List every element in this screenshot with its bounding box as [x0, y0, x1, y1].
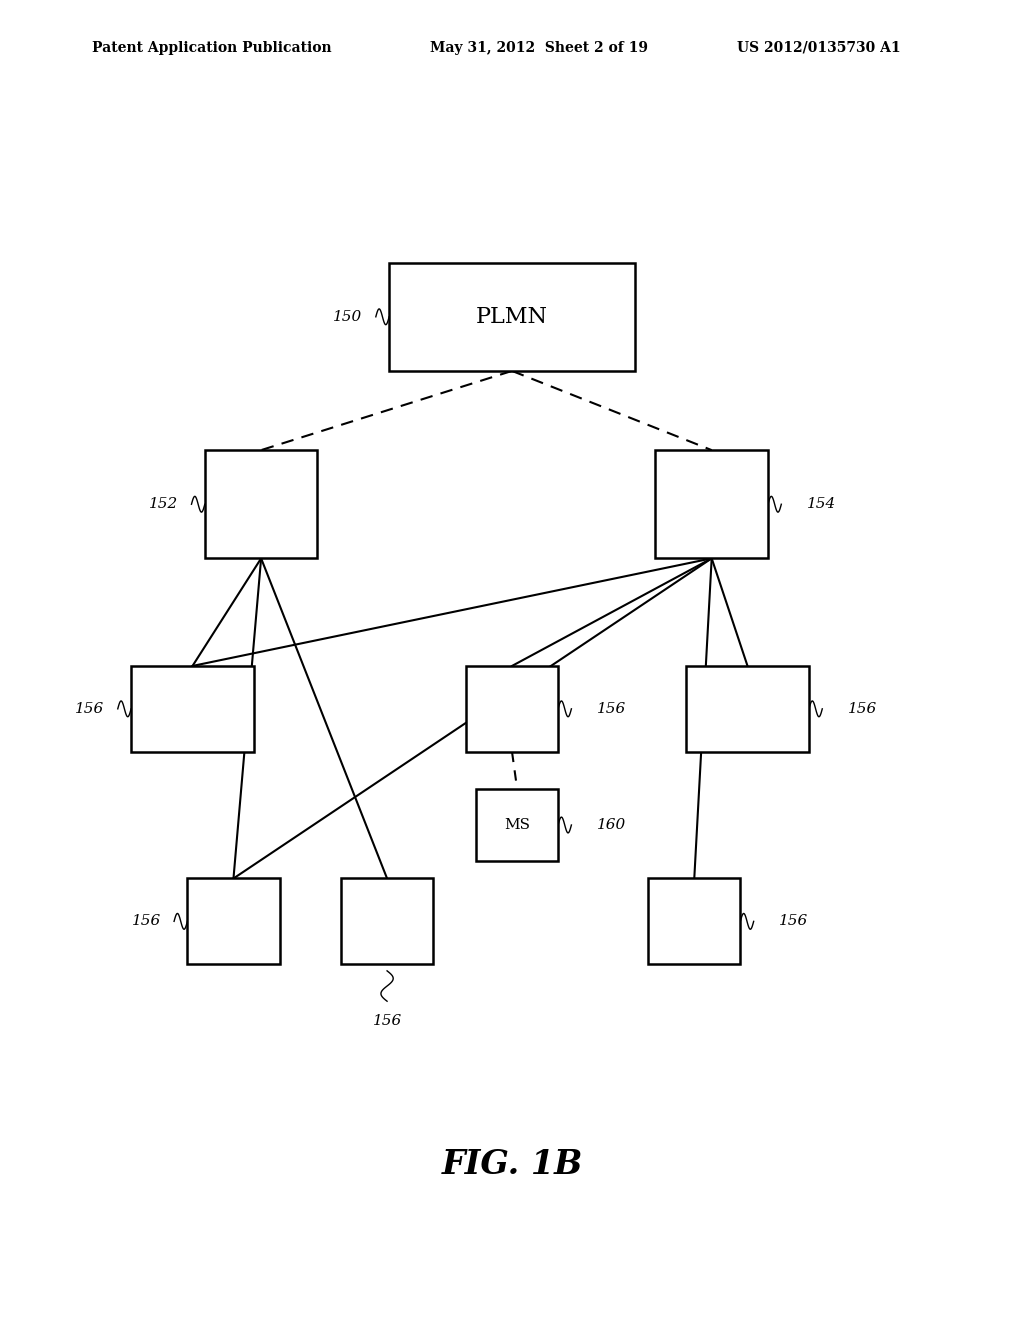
Text: May 31, 2012  Sheet 2 of 19: May 31, 2012 Sheet 2 of 19 [430, 41, 648, 54]
Text: 156: 156 [131, 915, 161, 928]
Bar [648, 879, 740, 964]
Text: 156: 156 [373, 1015, 401, 1028]
Bar [205, 450, 317, 558]
Bar [131, 667, 254, 752]
Text: 160: 160 [597, 818, 627, 832]
Text: US 2012/0135730 A1: US 2012/0135730 A1 [737, 41, 901, 54]
Text: 154: 154 [807, 498, 837, 511]
Text: 156: 156 [597, 702, 627, 715]
Bar [389, 263, 635, 371]
Text: 156: 156 [779, 915, 809, 928]
Text: PLMN: PLMN [476, 306, 548, 327]
Text: 156: 156 [848, 702, 878, 715]
Bar [466, 667, 558, 752]
Text: FIG. 1B: FIG. 1B [441, 1147, 583, 1180]
Text: MS: MS [504, 818, 530, 832]
Bar [686, 667, 809, 752]
Bar [655, 450, 768, 558]
Text: 152: 152 [148, 498, 178, 511]
Text: 150: 150 [333, 310, 362, 323]
Bar [476, 789, 558, 862]
Bar [341, 879, 433, 964]
Text: 156: 156 [75, 702, 104, 715]
Text: Patent Application Publication: Patent Application Publication [92, 41, 332, 54]
Bar [187, 879, 280, 964]
